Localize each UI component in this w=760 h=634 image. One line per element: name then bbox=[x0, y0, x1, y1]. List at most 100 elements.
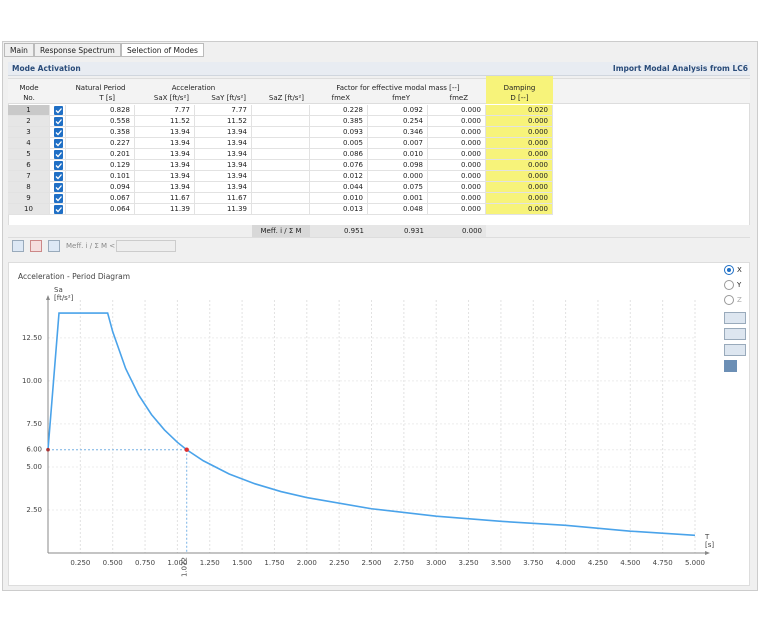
section-title: Mode Activation bbox=[12, 64, 81, 73]
header-text: fmeX bbox=[331, 94, 350, 102]
check bbox=[55, 207, 62, 213]
cell bbox=[252, 193, 310, 204]
checkbox[interactable] bbox=[54, 128, 63, 137]
x-tick-label: 0.750 bbox=[135, 559, 155, 567]
footer-label: Meff. i / Σ M bbox=[252, 225, 310, 237]
cell: 0.020 bbox=[486, 105, 553, 116]
import-link[interactable]: Import Modal Analysis from LC6 bbox=[612, 64, 748, 73]
x-tick-label: 3.000 bbox=[426, 559, 446, 567]
checkbox[interactable] bbox=[54, 205, 63, 214]
cell: 0.064 bbox=[66, 204, 135, 215]
cell: 0.558 bbox=[66, 116, 135, 127]
cell: 11.67 bbox=[135, 193, 195, 204]
x-tick-label: 4.250 bbox=[588, 559, 608, 567]
cell: 10 bbox=[8, 204, 50, 215]
spectrum-line bbox=[47, 312, 696, 537]
cell: 0.000 bbox=[428, 138, 486, 149]
x-tick-label: 0.500 bbox=[103, 559, 123, 567]
cell: 0.000 bbox=[428, 204, 486, 215]
cell: 0.346 bbox=[368, 127, 428, 138]
cell: 0.358 bbox=[66, 127, 135, 138]
x-tick-label: 1.250 bbox=[200, 559, 220, 567]
header-text: Mode bbox=[19, 84, 39, 92]
marker-point bbox=[184, 447, 189, 452]
cell: 11.39 bbox=[135, 204, 195, 215]
cell: 0.254 bbox=[368, 116, 428, 127]
marker-axis-point bbox=[46, 447, 50, 452]
cell: 0.129 bbox=[66, 160, 135, 171]
check bbox=[55, 108, 62, 114]
cell: 0.092 bbox=[368, 105, 428, 116]
cell: 0.075 bbox=[368, 182, 428, 193]
deselect-all-button[interactable] bbox=[30, 240, 42, 252]
marker-x-label: 1.072 bbox=[181, 557, 189, 577]
header-text: Natural Period bbox=[75, 84, 126, 92]
radio-label: X bbox=[737, 266, 742, 274]
cell bbox=[252, 138, 310, 149]
header-text: Acceleration bbox=[171, 84, 216, 92]
cell: 1 bbox=[8, 105, 50, 116]
cell: 9 bbox=[8, 193, 50, 204]
cell bbox=[252, 204, 310, 215]
tab[interactable]: Response Spectrum bbox=[34, 43, 121, 57]
axis-arrow bbox=[46, 295, 710, 555]
checkbox[interactable] bbox=[54, 106, 63, 115]
section-bar bbox=[8, 62, 750, 76]
cell: 0.000 bbox=[486, 171, 553, 182]
header-text: Damping bbox=[503, 84, 536, 92]
cell: 7.77 bbox=[135, 105, 195, 116]
cell: 0.094 bbox=[66, 182, 135, 193]
footer-value: 0.000 bbox=[428, 225, 486, 237]
checkbox[interactable] bbox=[54, 139, 63, 148]
x-tick-label: 2.250 bbox=[329, 559, 349, 567]
checkbox[interactable] bbox=[54, 172, 63, 181]
check bbox=[55, 196, 62, 202]
header-text: Factor for effective modal mass [--] bbox=[336, 84, 460, 92]
cell bbox=[252, 127, 310, 138]
invert-button[interactable] bbox=[48, 240, 60, 252]
toolbar bbox=[8, 238, 750, 254]
x-tick-label: 3.250 bbox=[459, 559, 479, 567]
x-tick-label: 1.500 bbox=[232, 559, 252, 567]
cell bbox=[252, 182, 310, 193]
header-text: fmeZ bbox=[449, 94, 468, 102]
chart-tool-button[interactable] bbox=[724, 312, 746, 324]
cell: 0.000 bbox=[486, 160, 553, 171]
checkbox[interactable] bbox=[54, 117, 63, 126]
radio-label: Z bbox=[737, 296, 742, 304]
header-text: T [s] bbox=[99, 94, 115, 102]
cell: 0.093 bbox=[310, 127, 368, 138]
cell bbox=[252, 171, 310, 182]
tab[interactable]: Main bbox=[4, 43, 34, 57]
chart-tool-button[interactable] bbox=[724, 344, 746, 356]
checkbox[interactable] bbox=[54, 150, 63, 159]
chart-tool-button[interactable] bbox=[724, 328, 746, 340]
y-tick-label: 10.00 bbox=[22, 377, 42, 385]
radio[interactable] bbox=[724, 280, 734, 290]
cell: 13.94 bbox=[135, 182, 195, 193]
cell: 11.52 bbox=[135, 116, 195, 127]
y-tick-label: 12.50 bbox=[22, 334, 42, 342]
checkbox[interactable] bbox=[54, 183, 63, 192]
y-tick-label: 2.50 bbox=[26, 506, 42, 514]
x-axis-label: [s] bbox=[705, 541, 714, 549]
cell: 0.000 bbox=[428, 149, 486, 160]
cell: 0.012 bbox=[310, 171, 368, 182]
cell: 0.000 bbox=[486, 204, 553, 215]
select-all-button[interactable] bbox=[12, 240, 24, 252]
checkbox[interactable] bbox=[54, 194, 63, 203]
filter-input[interactable] bbox=[116, 240, 176, 252]
cell: 0.007 bbox=[368, 138, 428, 149]
header-text: SaZ [ft/s²] bbox=[268, 94, 304, 102]
cell: 2 bbox=[8, 116, 50, 127]
cell: 8 bbox=[8, 182, 50, 193]
cell: 13.94 bbox=[195, 182, 252, 193]
cell: 11.39 bbox=[195, 204, 252, 215]
x-axis-label: T bbox=[704, 533, 710, 541]
tab[interactable]: Selection of Modes bbox=[121, 43, 204, 57]
checkbox[interactable] bbox=[54, 161, 63, 170]
cell: 7 bbox=[8, 171, 50, 182]
radio[interactable] bbox=[724, 295, 734, 305]
chart-tool-button[interactable] bbox=[724, 360, 737, 372]
